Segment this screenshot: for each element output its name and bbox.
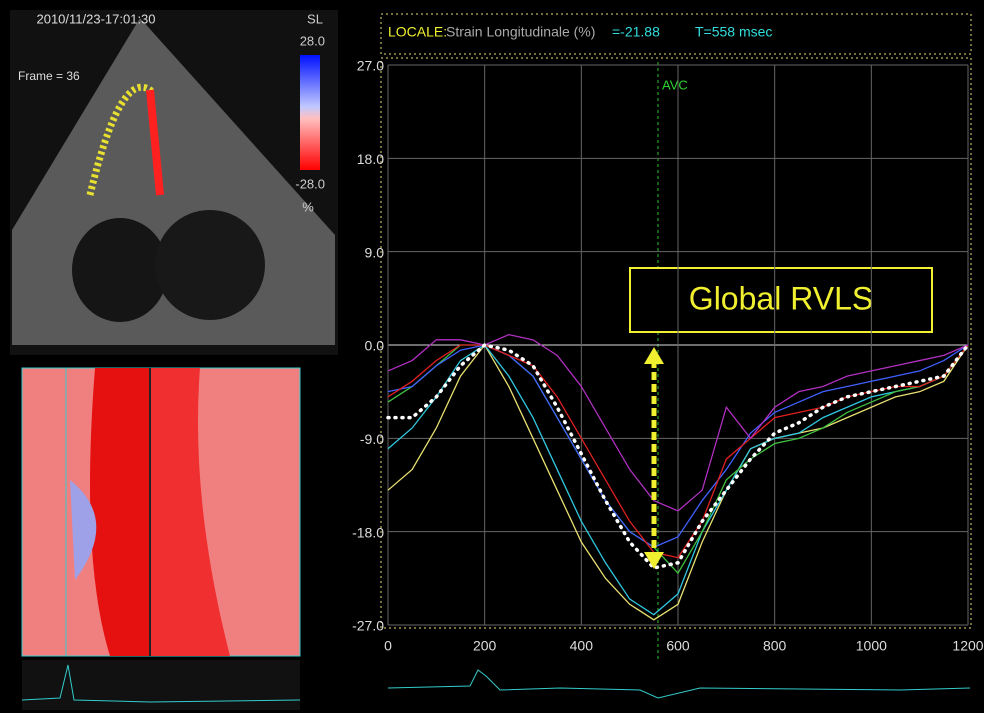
screen: 2010/11/23-17:01:30 Frame = 36 SL 28.0 -… (0, 0, 984, 713)
frame-label: Frame = 36 (18, 69, 80, 83)
y-tick-label: -27.0 (352, 618, 384, 634)
x-tick-label: 800 (763, 638, 787, 654)
x-tick-label: 600 (666, 638, 690, 654)
y-tick-label: 0.0 (365, 338, 385, 354)
x-tick-label: 1000 (856, 638, 887, 654)
timestamp: 2010/11/23-17:01:30 (36, 11, 155, 26)
y-tick-label: -9.0 (360, 431, 384, 447)
annotation-label: Global RVLS (689, 280, 873, 316)
page: 2010/11/23-17:01:30 Frame = 36 SL 28.0 -… (0, 0, 984, 713)
header-time: T=558 msec (695, 24, 772, 40)
y-tick-label: 27.0 (357, 58, 384, 74)
y-tick-label: -18.0 (352, 524, 384, 540)
x-tick-label: 200 (473, 638, 497, 654)
scale-unit: % (302, 199, 314, 214)
header-value: =-21.88 (612, 24, 660, 40)
ecg-strip (388, 660, 970, 705)
echo-chamber (72, 218, 168, 322)
x-tick-label: 1200 (952, 638, 983, 654)
scale-min: -28.0 (295, 176, 325, 191)
header-locale: LOCALE: (388, 24, 447, 40)
ecg-strip (22, 660, 300, 710)
avc-label: AVC (662, 77, 688, 92)
y-tick-label: 18.0 (357, 151, 384, 167)
scale-title: SL (307, 11, 323, 26)
y-tick-label: 9.0 (365, 244, 385, 260)
echo-chamber (155, 210, 265, 320)
scale-max: 28.0 (300, 33, 325, 48)
color-bar (300, 55, 320, 170)
x-tick-label: 0 (384, 638, 392, 654)
x-tick-label: 400 (570, 638, 594, 654)
header-measure: Strain Longitudinale (%) (446, 24, 595, 40)
